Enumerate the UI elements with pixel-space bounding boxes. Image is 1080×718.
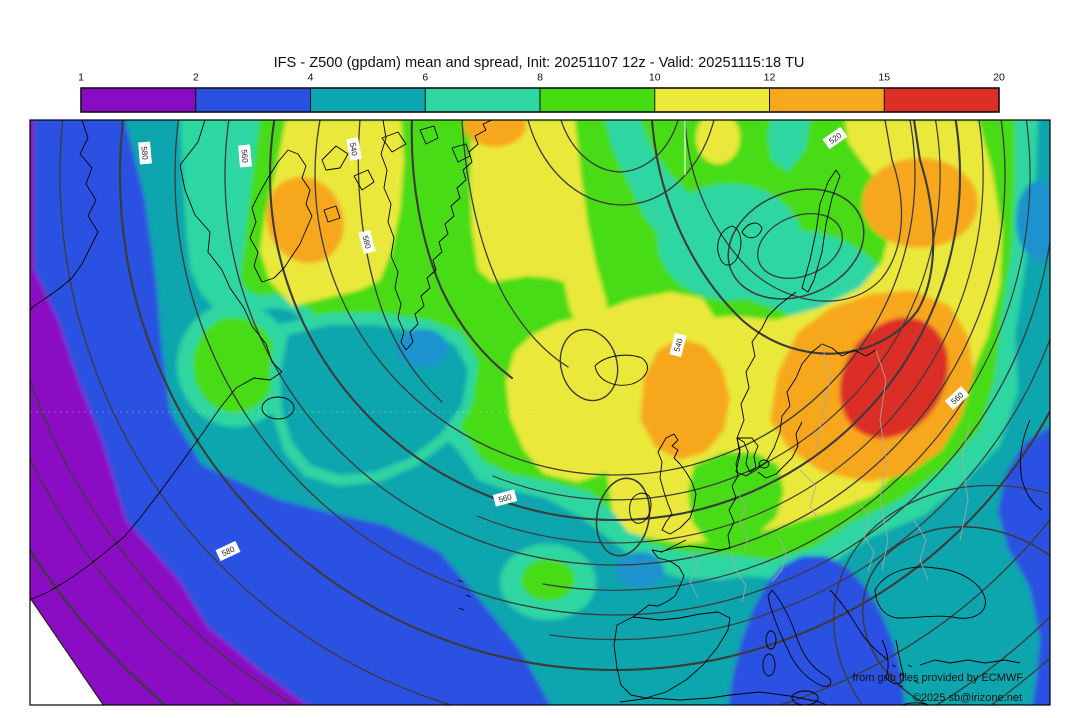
svg-text:6: 6 (422, 72, 428, 84)
svg-text:IFS - Z500 (gpdam) mean and sp: IFS - Z500 (gpdam) mean and spread, Init… (274, 55, 805, 71)
svg-text:8: 8 (537, 72, 543, 84)
svg-text:560: 560 (498, 492, 514, 504)
svg-text:20: 20 (993, 72, 1005, 84)
svg-text:580: 580 (360, 235, 372, 251)
svg-text:540: 540 (348, 142, 359, 157)
svg-text:1: 1 (78, 72, 84, 84)
svg-text:540: 540 (672, 337, 684, 353)
svg-text:560: 560 (239, 149, 249, 164)
svg-text:12: 12 (764, 72, 776, 84)
svg-text:2: 2 (193, 72, 199, 84)
svg-text:10: 10 (649, 72, 661, 84)
svg-text:from grib files provided by EC: from grib files provided by ECMWF (852, 672, 1023, 684)
svg-text:15: 15 (878, 72, 890, 84)
svg-text:4: 4 (308, 72, 314, 84)
svg-text:580: 580 (139, 146, 149, 161)
svg-text:©2025 sb@irizone.net: ©2025 sb@irizone.net (913, 692, 1022, 704)
